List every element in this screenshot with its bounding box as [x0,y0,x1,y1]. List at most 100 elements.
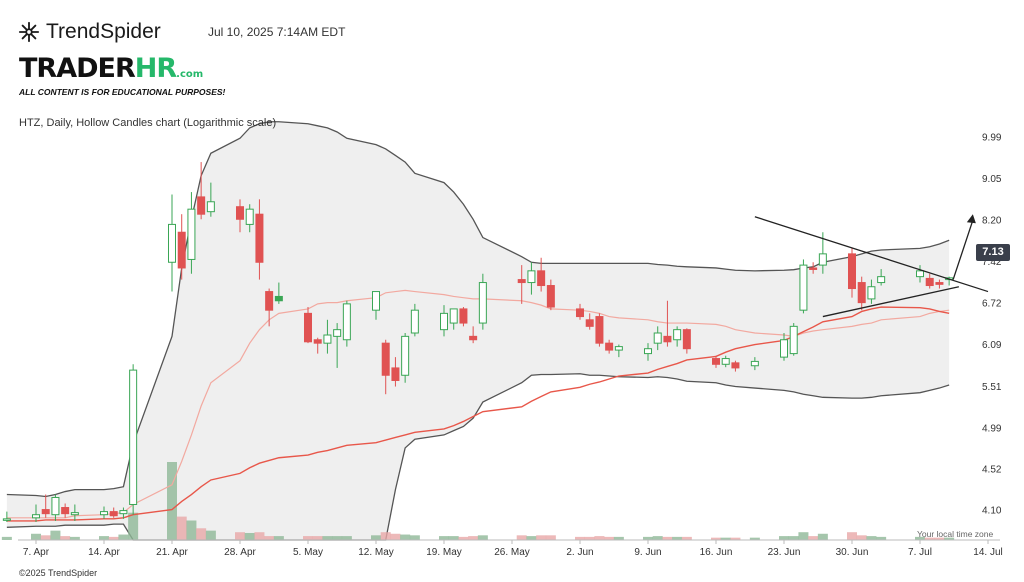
volume-bar [856,535,867,540]
candle-body [410,309,419,334]
symbol-line: HTZ, Daily, Hollow Candles chart (Logari… [19,117,277,129]
volume-bar [643,536,653,540]
y-axis: 9.99 9.05 8.20 7.42 6.72 6.09 5.51 4.99 4.52 4.10 [982,133,1002,517]
candle [848,248,856,298]
candle [673,326,682,347]
breakout-arrow-line [952,219,974,280]
x-tick-label: 7. Apr [23,547,50,558]
candle [440,305,448,337]
x-tick-label: 2. Jun [566,547,593,558]
bollinger-upper-line [6,121,950,498]
candle-body [867,286,876,300]
candle [605,339,614,354]
volume-bar [390,533,401,540]
volume-bar [371,535,381,540]
volume-bar [322,536,333,540]
watermark-domain: .com [176,69,204,80]
candle [119,507,128,519]
candle [517,265,526,304]
volume-bar [50,530,61,540]
y-tick-label: 6.72 [982,299,1002,310]
y-tick-label: 6.09 [982,340,1002,351]
candle [381,339,390,395]
volume-bar [400,534,411,540]
volume-bar [516,535,527,540]
brand-name: TrendSpider [46,20,161,43]
candle-body [712,358,720,365]
volume-bar [662,536,673,540]
candle-body [342,303,351,341]
y-tick-label: 5.51 [982,382,1002,393]
candle-body [32,514,40,519]
y-tick-label: 7.42 [982,257,1002,268]
candle [168,194,176,292]
candle-body [265,291,274,311]
candle [129,364,138,515]
candle [585,313,594,330]
candle-body [70,512,79,516]
candle-body [576,308,584,318]
y-tick-label: 8.20 [982,215,1002,226]
x-tick-label: 26. May [494,547,530,558]
y-tick-label: 4.99 [982,423,1002,434]
candle [459,307,468,327]
candle-body [799,264,808,311]
x-tick-label: 21. Apr [156,547,188,558]
candle [70,504,79,521]
candle [867,279,876,304]
volume-bar [545,535,556,540]
y-tick-label: 9.99 [982,133,1002,144]
trendline-annotations [754,214,989,318]
candle-body [663,335,672,343]
candle [304,307,312,344]
candle [245,204,254,233]
x-axis: 7. Apr 14. Apr 21. Apr 28. Apr 5. May 12. May… [18,539,1003,558]
volume-bar [312,536,323,540]
candle [342,300,351,347]
candle [644,343,652,361]
last-price-tag: 7.13 [976,244,1010,261]
volume-bar [40,535,51,540]
candle [32,504,40,522]
candle [731,360,740,372]
candle-body [527,270,536,284]
watermark-title: TRADERHR.com [19,54,203,90]
candle [187,192,196,274]
x-tick-label: 7. Jul [908,547,932,558]
candle-body [129,369,138,505]
candle-body [653,332,662,344]
candle-body [245,208,254,225]
volume-bar [934,537,945,540]
candle-body [41,509,50,515]
volume-bar [31,533,41,540]
candle [721,355,730,368]
candle [537,257,546,292]
candle-body [333,329,342,337]
volume-bar [652,536,663,540]
candles[interactable] [2,162,954,522]
candle [614,344,623,358]
volume-bar [244,532,255,540]
candle-body [255,213,264,263]
y-tick-label: 9.05 [982,174,1002,185]
candle-body [61,507,70,515]
volume-bar [711,537,721,540]
y-tick-label: 4.10 [982,506,1002,517]
candle [197,162,206,220]
candle-body [721,358,730,365]
candle [449,308,458,330]
volume-bar [604,536,615,540]
candle-body [459,308,468,324]
watermark-title-a: TRADER [19,53,136,84]
breakout-arrowhead [966,214,976,224]
volume-bar [924,537,935,540]
bollinger-fill [6,121,950,540]
candle-body [100,511,108,516]
candle [916,265,924,283]
volume-bar [720,537,731,540]
x-tick-label: 30. Jun [836,547,869,558]
volume-bar [788,536,799,540]
candle-body [682,329,691,350]
candle [653,326,662,351]
